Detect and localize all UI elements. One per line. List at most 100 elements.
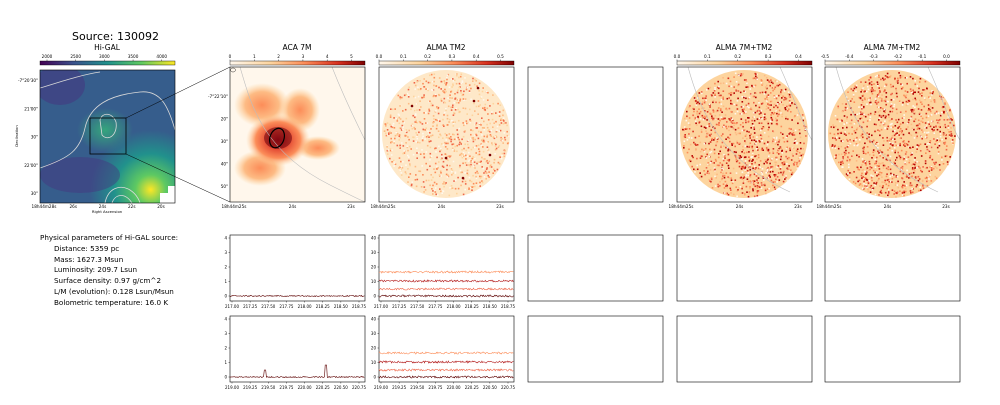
noise-pixel	[844, 131, 846, 133]
noise-pixel	[713, 90, 716, 92]
noise-pixel	[482, 87, 484, 89]
noise-pixel	[496, 129, 498, 131]
noise-pixel	[941, 111, 943, 114]
noise-pixel	[947, 125, 950, 127]
combined-image	[680, 70, 808, 198]
noise-pixel	[760, 137, 763, 140]
noise-pixel	[433, 84, 435, 87]
noise-pixel	[686, 115, 688, 118]
noise-pixel	[913, 120, 915, 123]
noise-pixel	[786, 179, 789, 182]
noise-pixel	[446, 176, 449, 178]
noise-pixel	[699, 141, 702, 144]
noise-pixel	[709, 151, 711, 154]
noise-pixel	[448, 121, 450, 123]
noise-pixel	[726, 127, 728, 130]
noise-pixel	[858, 169, 861, 171]
noise-pixel	[471, 160, 474, 163]
noise-pixel	[837, 132, 839, 135]
noise-pixel	[916, 128, 919, 130]
noise-pixel	[472, 137, 475, 139]
noise-pixel	[452, 83, 454, 85]
noise-pixel	[910, 123, 913, 126]
noise-pixel	[747, 117, 749, 119]
noise-pixel	[895, 92, 898, 95]
noise-pixel	[841, 120, 843, 122]
noise-pixel	[753, 85, 755, 88]
noise-pixel	[774, 143, 777, 145]
noise-pixel	[773, 186, 776, 189]
noise-pixel	[841, 160, 844, 162]
noise-pixel	[921, 170, 923, 173]
noise-pixel	[786, 163, 788, 165]
noise-pixel	[437, 118, 440, 121]
noise-pixel	[884, 89, 886, 91]
noise-pixel	[870, 166, 873, 169]
noise-pixel	[741, 158, 743, 160]
noise-pixel	[712, 169, 715, 172]
noise-pixel	[452, 104, 454, 107]
noise-pixel	[882, 137, 884, 139]
noise-pixel	[852, 111, 854, 113]
noise-pixel	[395, 118, 398, 120]
noise-pixel	[458, 138, 460, 141]
noise-pixel	[891, 174, 894, 176]
noise-pixel	[770, 159, 773, 161]
noise-pixel	[905, 104, 908, 107]
noise-pixel	[901, 84, 904, 86]
noise-pixel	[486, 134, 489, 137]
noise-pixel	[776, 151, 779, 154]
noise-pixel	[459, 164, 461, 167]
noise-pixel	[452, 148, 454, 151]
noise-pixel	[903, 140, 905, 142]
noise-pixel	[839, 120, 841, 123]
noise-pixel	[951, 139, 954, 141]
noise-pixel	[841, 162, 843, 164]
noise-pixel	[478, 150, 481, 153]
noise-pixel	[921, 137, 923, 140]
noise-pixel	[902, 157, 904, 159]
noise-pixel	[915, 124, 918, 127]
noise-pixel	[872, 187, 875, 190]
noise-pixel	[730, 189, 732, 191]
noise-pixel	[911, 191, 914, 194]
noise-pixel	[899, 111, 902, 113]
noise-pixel	[443, 114, 445, 116]
noise-pixel	[761, 139, 763, 142]
noise-pixel	[842, 162, 844, 164]
noise-pixel	[421, 149, 423, 151]
noise-pixel	[385, 134, 388, 137]
noise-pixel	[703, 101, 706, 104]
noise-pixel	[913, 159, 916, 161]
noise-pixel	[791, 171, 794, 174]
noise-pixel	[847, 146, 850, 149]
noise-pixel	[686, 151, 689, 154]
noise-pixel	[866, 103, 868, 105]
noise-pixel	[407, 88, 410, 91]
noise-pixel	[485, 178, 487, 180]
noise-pixel	[878, 130, 881, 132]
noise-pixel	[853, 130, 856, 132]
noise-pixel	[883, 110, 885, 113]
noise-pixel	[733, 92, 735, 94]
noise-pixel	[478, 184, 480, 187]
noise-pixel	[694, 120, 697, 123]
noise-pixel	[434, 191, 437, 193]
noise-pixel	[861, 133, 864, 136]
noise-pixel	[749, 88, 752, 90]
y-tick-label: 4	[224, 317, 227, 322]
noise-pixel	[872, 149, 875, 151]
noise-pixel	[705, 95, 707, 97]
noise-pixel	[874, 184, 876, 187]
noise-pixel	[858, 141, 861, 143]
noise-pixel	[465, 154, 467, 157]
noise-pixel	[770, 104, 772, 106]
noise-pixel	[749, 137, 751, 139]
noise-pixel	[935, 177, 938, 180]
noise-pixel	[897, 180, 899, 183]
noise-pixel	[876, 141, 878, 144]
noise-pixel	[882, 164, 885, 167]
noise-pixel	[930, 146, 933, 149]
noise-pixel	[848, 166, 850, 168]
noise-pixel	[903, 191, 906, 194]
